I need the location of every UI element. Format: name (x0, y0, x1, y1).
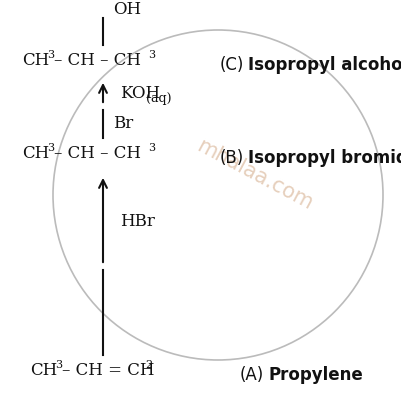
Text: 3: 3 (55, 360, 62, 370)
Text: KOH: KOH (120, 86, 160, 102)
Text: 2: 2 (145, 360, 152, 370)
Text: 3: 3 (47, 50, 54, 60)
Text: (C): (C) (220, 56, 244, 74)
Text: – CH – CH: – CH – CH (54, 145, 141, 162)
Text: mhalaa.com: mhalaa.com (194, 136, 316, 214)
Text: CH: CH (22, 145, 49, 162)
Text: – CH = CH: – CH = CH (62, 362, 154, 379)
Text: HBr: HBr (120, 214, 155, 230)
Text: 3: 3 (148, 50, 155, 60)
Text: CH: CH (30, 362, 57, 379)
Text: OH: OH (113, 2, 141, 18)
Text: Isopropyl alcohol: Isopropyl alcohol (248, 56, 401, 74)
Text: (B): (B) (220, 149, 244, 167)
Text: Propylene: Propylene (268, 366, 363, 384)
Text: (A): (A) (240, 366, 264, 384)
Text: CH: CH (22, 52, 49, 69)
Text: (aq): (aq) (146, 92, 172, 105)
Text: 3: 3 (47, 143, 54, 153)
Text: 3: 3 (148, 143, 155, 153)
Text: – CH – CH: – CH – CH (54, 52, 141, 69)
Text: Isopropyl bromide: Isopropyl bromide (248, 149, 401, 167)
Text: Br: Br (113, 116, 133, 132)
